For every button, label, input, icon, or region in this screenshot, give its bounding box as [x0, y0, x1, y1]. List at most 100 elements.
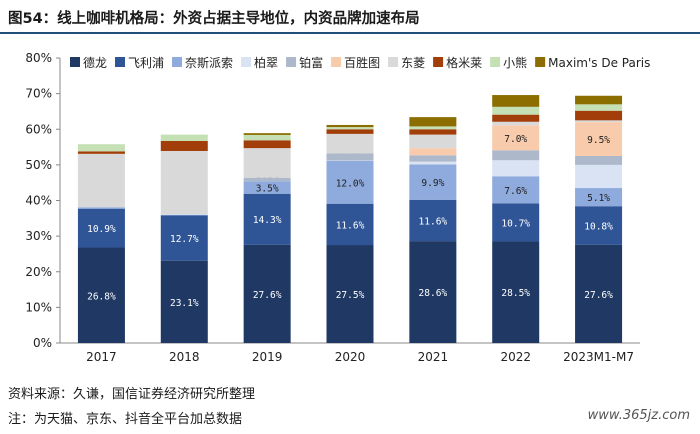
legend-entry: 东菱 — [401, 56, 425, 70]
y-tick-label: 0% — [33, 336, 52, 350]
bar-segment — [77, 151, 125, 154]
data-label: 12.0% — [336, 178, 365, 189]
x-tick-label: 2020 — [335, 350, 366, 364]
data-label: 7.0% — [504, 134, 527, 145]
bar-segment — [160, 134, 208, 142]
data-label: 14.3% — [253, 215, 282, 226]
bar-segment — [243, 140, 291, 149]
bar-segment — [409, 148, 457, 156]
bar-segment — [492, 150, 540, 161]
data-label: 7.6% — [504, 186, 527, 197]
bar-segment — [77, 208, 125, 248]
bar-segment — [492, 106, 540, 115]
legend-swatch — [331, 57, 342, 67]
y-tick-label: 50% — [25, 158, 52, 172]
bar-segment — [77, 207, 125, 209]
bar-segment — [575, 120, 623, 123]
bar-segment — [409, 155, 457, 162]
legend-entry: 德龙 — [83, 55, 107, 70]
legend-entry: 飞利浦 — [128, 56, 164, 70]
legend-entry: 柏翠 — [254, 55, 278, 70]
bar-segment — [409, 134, 457, 149]
data-label: 10.8% — [584, 221, 613, 232]
bar-segment — [492, 121, 540, 126]
bar-segment — [326, 133, 374, 154]
y-tick-label: 30% — [25, 229, 52, 243]
chart-title: 图54：线上咖啡机格局：外资占据主导地位，内资品牌加速布局 — [8, 11, 420, 27]
data-label: 3.5% — [256, 183, 279, 194]
axis-layer: 0% 10% 20% 30% 40% 50% 60% 70% 80% 2017 2018 2019 20… — [25, 51, 640, 364]
legend-swatch — [388, 57, 399, 67]
bar-segment — [575, 155, 623, 165]
legend-swatch — [490, 57, 501, 67]
bar-segment — [160, 150, 208, 215]
bar-segment — [160, 214, 208, 216]
bar-segment — [492, 203, 540, 242]
legend-entry: 百胜图 — [344, 55, 380, 70]
legend-swatch — [286, 57, 297, 67]
bar-segment — [409, 126, 457, 130]
bar-segment — [575, 164, 623, 189]
bar-segment — [409, 129, 457, 135]
y-tick-label: 60% — [25, 122, 52, 136]
bar-segment — [492, 95, 540, 107]
bar-segment — [575, 110, 623, 121]
data-label: 26.8% — [87, 291, 116, 302]
y-tick-label: 40% — [25, 194, 52, 208]
bar-segment — [575, 188, 623, 207]
data-label: 9.5% — [587, 135, 610, 146]
bar-segment — [243, 193, 291, 245]
bar-segment — [492, 114, 540, 122]
bar-segment — [492, 176, 540, 204]
watermark: www.365jz.com — [587, 408, 690, 423]
data-label: 12.7% — [170, 234, 199, 245]
data-label: 10.9% — [87, 224, 116, 235]
data-label: 11.6% — [336, 220, 365, 231]
figure-header: 图54：线上咖啡机格局：外资占据主导地位，内资品牌加速布局 — [0, 0, 700, 34]
x-tick-label: 2022 — [500, 350, 531, 364]
legend-entry: Maxim's De Paris — [548, 56, 650, 70]
bar-segment — [575, 122, 623, 156]
bar-segment — [492, 160, 540, 177]
bar-segment — [409, 241, 457, 343]
stacked-bar-chart: 0% 10% 20% 30% 40% 50% 60% 70% 80% 2017 2018 2019 20… — [25, 51, 650, 364]
bar-segment — [409, 161, 457, 165]
bar-segment — [409, 199, 457, 242]
bar-segment — [243, 148, 291, 178]
bar-segment — [326, 203, 374, 246]
y-tick-label: 80% — [25, 51, 52, 65]
bar-segment — [575, 95, 623, 105]
legend-swatch — [70, 57, 80, 67]
legend-swatch — [433, 57, 444, 67]
x-tick-label: 2018 — [169, 350, 200, 364]
bar-segment — [409, 117, 457, 127]
legend-entry: 奈斯派索 — [185, 56, 233, 70]
x-tick-label: 2023M1-M7 — [563, 350, 634, 364]
bar-segment — [492, 241, 540, 343]
y-tick-label: 70% — [25, 87, 52, 101]
legend-swatch — [241, 57, 252, 67]
x-tick-label: 2021 — [418, 350, 449, 364]
data-label: 5.1% — [587, 193, 610, 204]
bar-segment — [243, 133, 291, 135]
legend-layer: 德龙 飞利浦 奈斯派索 柏翠 铂富 百胜图 东菱 格米莱 小熊 Maxim's De Paris — [70, 55, 650, 70]
bar-segment — [243, 134, 291, 141]
bar-segment — [575, 206, 623, 245]
bar-segment — [326, 160, 374, 204]
data-label: 28.6% — [419, 288, 448, 299]
data-label: 27.5% — [336, 290, 365, 301]
data-label: 11.6% — [419, 216, 448, 227]
bar-segment — [326, 153, 374, 161]
bar-segment — [77, 153, 125, 208]
data-label: 10.7% — [501, 218, 530, 229]
bar-segment — [326, 245, 374, 343]
legend-swatch — [535, 57, 546, 67]
legend-entry: 小熊 — [503, 55, 527, 70]
data-label: 9.9% — [421, 178, 444, 189]
data-label: 27.6% — [253, 290, 282, 301]
bar-segment — [77, 144, 125, 152]
bar-segment — [243, 181, 291, 194]
bar-segment — [492, 125, 540, 151]
source-note: 资料来源：久谦，国信证券经济研究所整理 — [8, 387, 256, 402]
bar-segment — [160, 215, 208, 261]
